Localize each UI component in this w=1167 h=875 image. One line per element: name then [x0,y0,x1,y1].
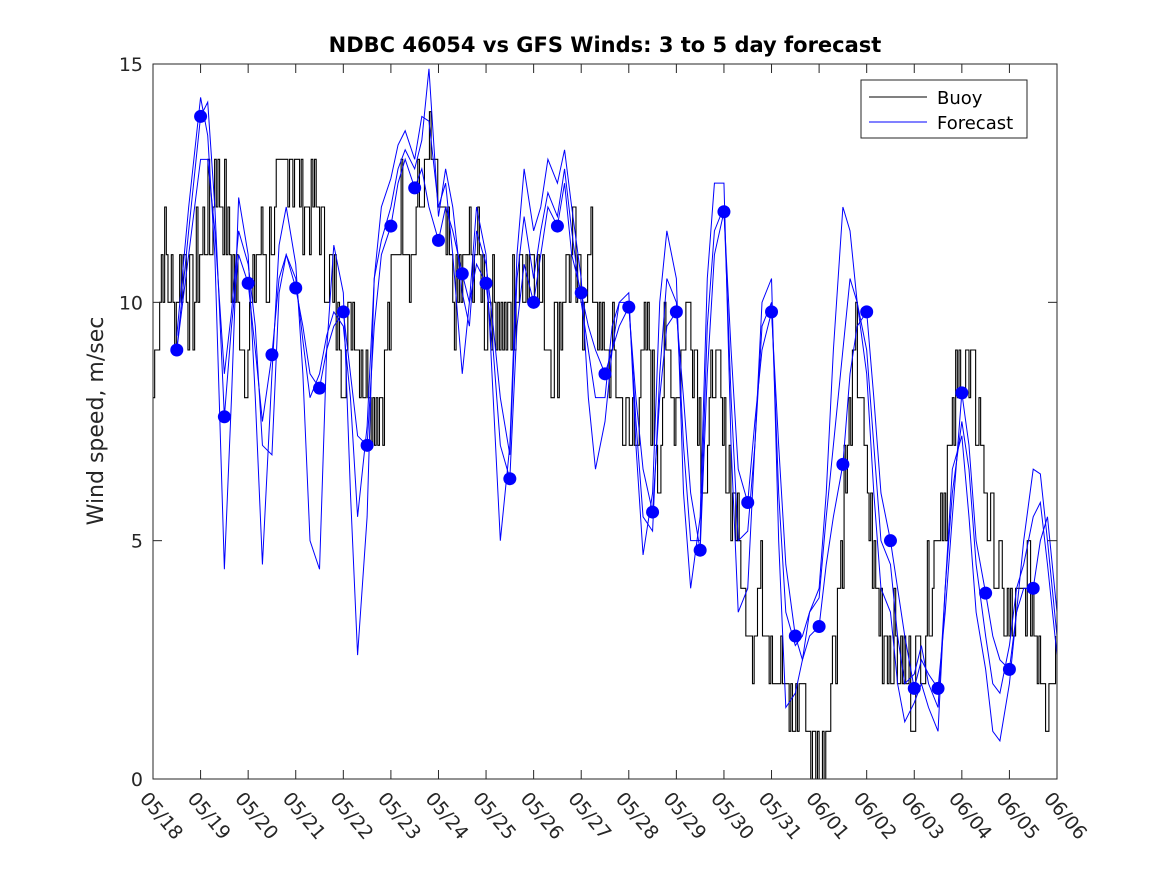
forecast-point [955,386,969,400]
forecast-point [455,267,469,281]
forecast-point [336,305,350,319]
forecast-point [1002,662,1016,676]
forecast-point [194,109,208,123]
y-tick-label: 10 [119,292,143,314]
data-layer [153,68,1058,780]
forecast-point [931,681,945,695]
forecast-point [431,233,445,247]
forecast-point [669,305,683,319]
forecast-point [788,629,802,643]
chart-title: NDBC 46054 vs GFS Winds: 3 to 5 day fore… [329,33,882,57]
forecast-point [479,276,493,290]
forecast-point [241,276,255,290]
forecast-point [812,619,826,633]
forecast-point [717,205,731,219]
forecast-point [503,472,517,486]
forecast-point [836,457,850,471]
forecast-point [289,281,303,295]
legend-forecast-label: Forecast [937,113,1013,134]
forecast-point [741,496,755,510]
axes-layer [152,63,1058,780]
y-tick-label: 5 [131,531,143,553]
forecast-point [550,219,564,233]
forecast-point [693,543,707,557]
forecast-point [883,534,897,548]
y-tick-label: 0 [131,769,143,791]
legend-box [860,79,1028,139]
axes-box [152,63,1058,780]
forecast-point [907,681,921,695]
forecast-point [574,286,588,300]
y-axis-label: Wind speed, m/sec [84,317,109,526]
forecast-point [979,586,993,600]
forecast-point [408,181,422,195]
forecast-point [265,348,279,362]
forecast-point [360,438,374,452]
legend-buoy-label: Buoy [937,88,983,109]
forecast-point [527,295,541,309]
legend: Buoy Forecast [860,79,1028,139]
y-tick-label: 15 [119,54,143,76]
forecast-point [313,381,327,395]
forecast-point [860,305,874,319]
forecast-point [646,505,660,519]
forecast-series-line-1 [176,100,1058,690]
forecast-point [217,410,231,424]
forecast-point [384,219,398,233]
forecast-point [598,367,612,381]
buoy-series-line [153,111,1057,780]
forecast-point [765,305,779,319]
forecast-point [170,343,184,357]
forecast-series-line-3 [176,68,1058,708]
forecast-point [622,300,636,314]
forecast-point [1026,581,1040,595]
